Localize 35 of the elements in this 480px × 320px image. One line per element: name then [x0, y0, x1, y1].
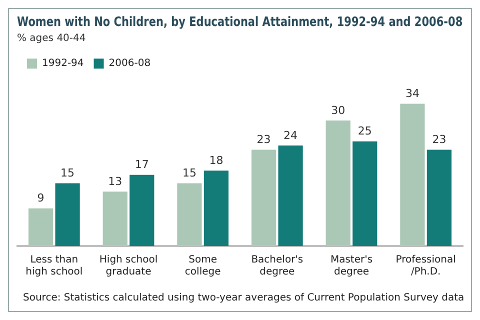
data-label: 25	[358, 124, 372, 138]
x-tick-label: Less than high school	[26, 254, 83, 278]
source-note: Source: Statistics calculated using two-year averages of Current Population Survey data	[23, 292, 464, 304]
data-label: 15	[182, 166, 196, 180]
bar	[177, 183, 202, 246]
x-tick-label: Some college	[184, 254, 221, 278]
bar	[102, 192, 128, 246]
legend-label: 1992-94	[42, 58, 84, 70]
bar	[400, 104, 425, 246]
chart-subtitle: % ages 40-44	[17, 33, 86, 44]
bar	[278, 146, 303, 246]
data-label: 30	[331, 104, 346, 117]
data-label: 18	[209, 154, 224, 168]
bar	[326, 120, 350, 246]
data-label: 23	[256, 133, 271, 146]
bar	[426, 150, 452, 246]
data-label: 34	[405, 87, 420, 100]
bar	[352, 141, 378, 246]
bar	[55, 183, 80, 246]
bar	[251, 150, 276, 246]
chart-title: Women with No Children, by Educational Attainment, 1992-94 and 2006-08	[17, 14, 463, 30]
data-label: 15	[60, 166, 75, 180]
x-tick-label: High school graduate	[99, 254, 158, 278]
x-tick-label: Bachelor's degree	[251, 254, 304, 278]
data-label: 24	[284, 128, 298, 142]
data-label: 13	[108, 174, 122, 188]
data-label: 23	[432, 133, 446, 146]
bar	[204, 170, 229, 246]
bar	[130, 174, 154, 246]
data-label: 9	[37, 192, 44, 205]
x-tick-label: Master's degree	[330, 254, 373, 278]
x-tick-label: Professional /Ph.D.	[396, 254, 456, 278]
data-label: 17	[134, 158, 149, 172]
bar	[28, 208, 54, 246]
legend-label: 2006-08	[108, 58, 151, 70]
